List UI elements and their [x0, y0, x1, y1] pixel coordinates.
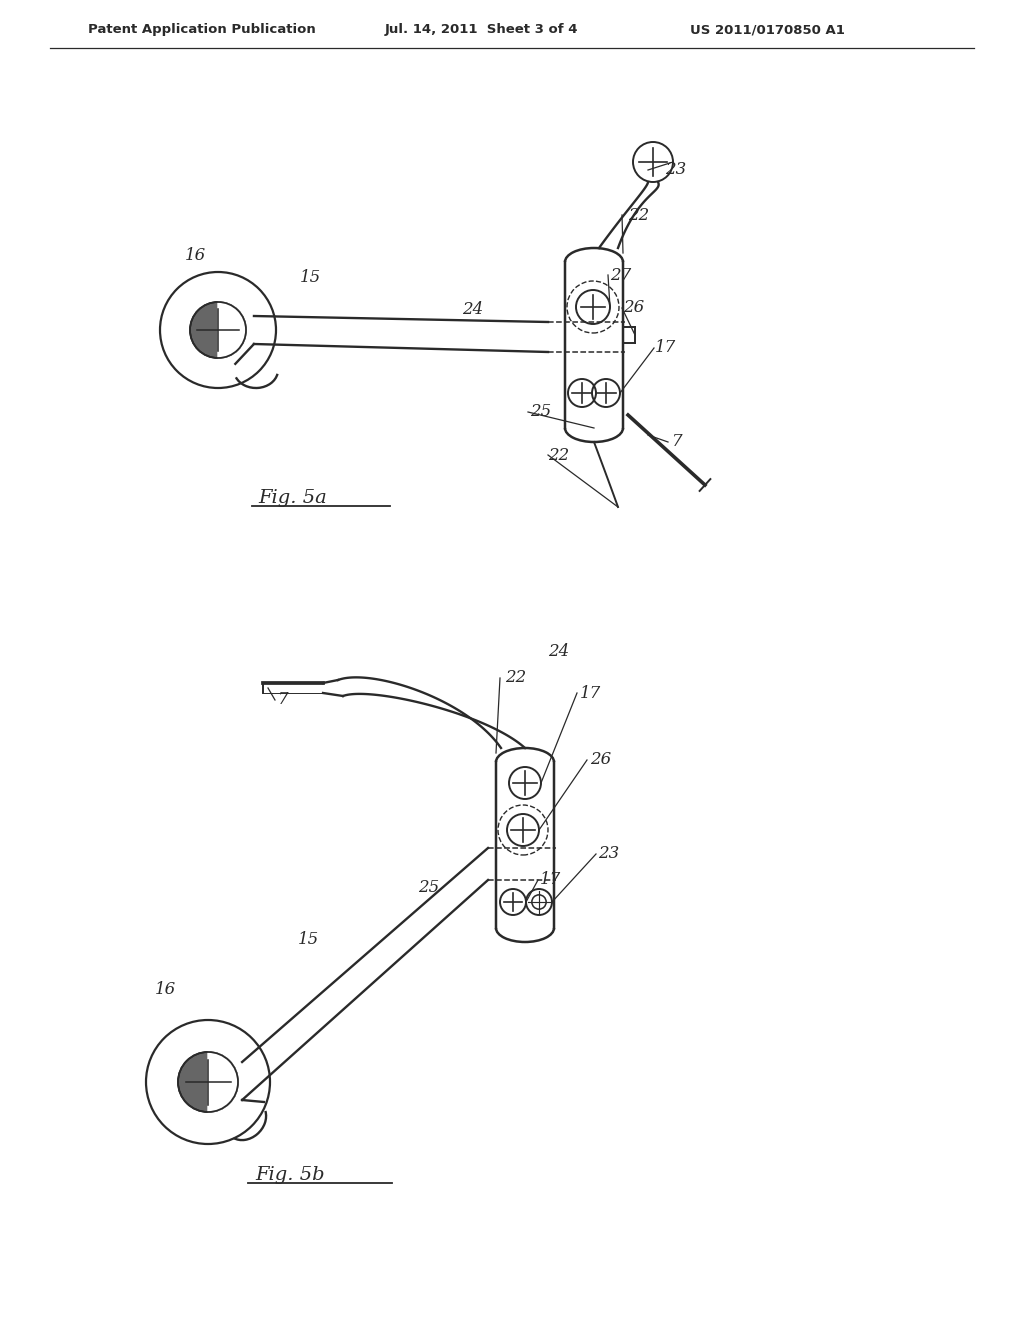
Text: 15: 15: [298, 932, 319, 949]
Text: 24: 24: [548, 644, 569, 660]
Text: Fig. 5b: Fig. 5b: [255, 1166, 325, 1184]
Text: Jul. 14, 2011  Sheet 3 of 4: Jul. 14, 2011 Sheet 3 of 4: [385, 24, 579, 37]
Text: Patent Application Publication: Patent Application Publication: [88, 24, 315, 37]
Text: 22: 22: [505, 669, 526, 686]
Polygon shape: [208, 1052, 238, 1111]
Text: 26: 26: [590, 751, 611, 768]
Text: 25: 25: [530, 404, 551, 421]
Circle shape: [178, 1052, 238, 1111]
Text: 16: 16: [155, 982, 176, 998]
Text: 7: 7: [278, 692, 289, 709]
Text: 17: 17: [540, 871, 561, 888]
Text: 27: 27: [610, 267, 631, 284]
Text: 17: 17: [655, 339, 676, 356]
Text: 7: 7: [672, 433, 683, 450]
Text: 25: 25: [418, 879, 439, 896]
Text: 24: 24: [462, 301, 483, 318]
Text: 15: 15: [300, 268, 322, 285]
Text: 26: 26: [623, 300, 644, 317]
Circle shape: [190, 302, 246, 358]
Text: 22: 22: [548, 446, 569, 463]
Text: 23: 23: [598, 846, 620, 862]
Text: 23: 23: [665, 161, 686, 178]
Text: 22: 22: [628, 206, 649, 223]
Text: 16: 16: [185, 247, 206, 264]
Text: 17: 17: [580, 685, 601, 701]
Text: Fig. 5a: Fig. 5a: [258, 488, 327, 507]
Polygon shape: [218, 302, 246, 358]
Text: US 2011/0170850 A1: US 2011/0170850 A1: [690, 24, 845, 37]
